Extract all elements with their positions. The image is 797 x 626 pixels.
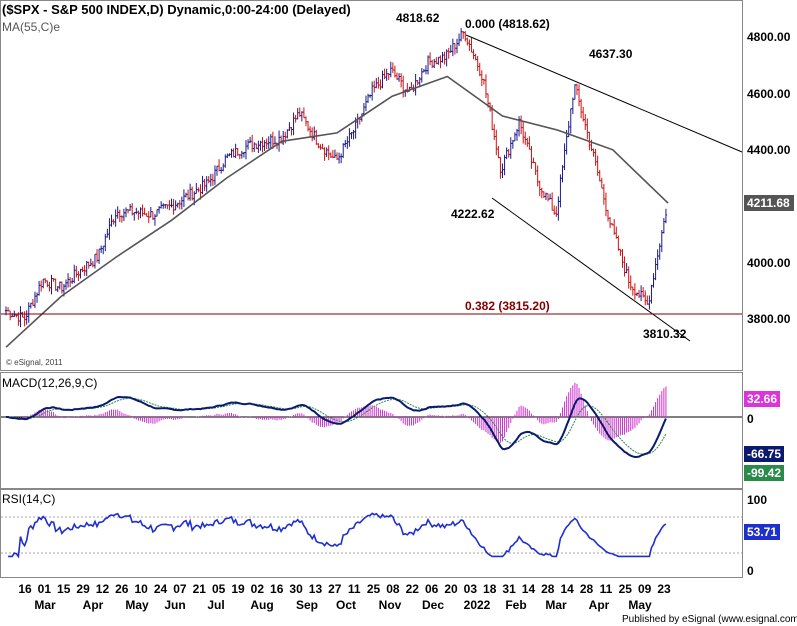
- day-tick: 31: [502, 582, 516, 596]
- annotation-recent-low: 3810.32: [643, 327, 687, 341]
- price-tick-4000: 4000.00: [747, 256, 791, 270]
- day-tick: 30: [289, 582, 303, 596]
- month-tick: May: [125, 598, 149, 612]
- month-tick: Jun: [164, 598, 185, 612]
- month-tick: Feb: [505, 598, 526, 612]
- day-tick: 23: [657, 582, 671, 596]
- day-tick: 14: [522, 582, 536, 596]
- annotation-fib0: 0.000 (4818.62): [465, 17, 550, 31]
- day-tick: 03: [464, 582, 478, 596]
- watermark: © eSignal, 2011: [6, 358, 63, 367]
- month-tick: Dec: [422, 598, 444, 612]
- price-bar: [664, 208, 668, 224]
- day-tick: 28: [580, 582, 594, 596]
- upper-trendline: [465, 34, 743, 153]
- day-tick: 14: [561, 582, 575, 596]
- time-axis-days: 16 01 15 29 12 26 10 24 07 21 05 19 02 16 30 13 27 11 25 08…: [18, 582, 671, 596]
- month-tick: Jul: [207, 598, 224, 612]
- macd-line: [6, 395, 667, 459]
- day-tick: 06: [425, 582, 439, 596]
- moving-average-line: [5, 75, 669, 348]
- day-tick: 24: [154, 582, 168, 596]
- rsi-tick-0: 0: [747, 564, 754, 578]
- annotation-fib382: 0.382 (3815.20): [465, 299, 550, 313]
- day-tick: 16: [270, 582, 284, 596]
- time-axis-months: Mar Apr May Jun Jul Aug Sep Oct Nov Dec 2022 Feb Mar…: [34, 598, 652, 612]
- annotation-swing-low: 4222.62: [451, 207, 495, 221]
- lower-trendline: [491, 197, 691, 342]
- macd-zero-tick: 0: [747, 412, 754, 426]
- macd-signal-value: -99.42: [747, 466, 781, 480]
- day-tick: 11: [600, 582, 613, 596]
- annotation-high: 4818.62: [396, 11, 440, 25]
- day-tick: 10: [135, 582, 149, 596]
- day-tick: 28: [541, 582, 555, 596]
- day-tick: 13: [309, 582, 323, 596]
- day-tick: 12: [96, 582, 110, 596]
- annotation-lower-high: 4637.30: [589, 47, 633, 61]
- day-tick: 27: [328, 582, 342, 596]
- price-tick-4400: 4400.00: [747, 143, 791, 157]
- rsi-pane: [0, 489, 743, 578]
- month-tick: 2022: [464, 598, 491, 612]
- rsi-line: [8, 512, 667, 559]
- current-price-box: [744, 195, 794, 211]
- day-tick: 07: [173, 582, 187, 596]
- price-tick-3800: 3800.00: [747, 312, 791, 326]
- day-tick: 19: [231, 582, 245, 596]
- day-tick: 21: [193, 582, 207, 596]
- rsi-value: 53.71: [747, 525, 777, 539]
- macd-line-value-box: [744, 446, 784, 462]
- month-tick: Apr: [589, 598, 610, 612]
- day-tick: 22: [406, 582, 420, 596]
- month-tick: Mar: [34, 598, 56, 612]
- macd-hist-value-box: [744, 391, 780, 407]
- macd-label: MACD(12,26,9,C): [2, 376, 97, 390]
- rsi-tick-100: 100: [747, 493, 767, 507]
- month-tick: May: [628, 598, 652, 612]
- month-tick: Apr: [83, 598, 104, 612]
- macd-signal-value-box: [744, 465, 784, 481]
- day-tick: 25: [619, 582, 633, 596]
- price-tick-4600: 4600.00: [747, 87, 791, 101]
- day-tick: 26: [115, 582, 129, 596]
- month-tick: Oct: [336, 598, 356, 612]
- ma-label: MA(55,C)e: [2, 20, 60, 34]
- footer-credit: Published by eSignal (www.esignal.com): [622, 614, 797, 625]
- current-price-label: 4211.68: [747, 196, 790, 210]
- day-tick: 08: [386, 582, 400, 596]
- day-tick: 09: [638, 582, 652, 596]
- rsi-value-box: [744, 524, 780, 540]
- price-pane: [0, 0, 743, 371]
- day-tick: 11: [348, 582, 361, 596]
- macd-line-value: -66.75: [747, 447, 781, 461]
- chart-title: ($SPX - S&P 500 INDEX,D) Dynamic,0:00-24…: [2, 2, 351, 17]
- day-tick: 20: [444, 582, 458, 596]
- day-tick: 29: [76, 582, 90, 596]
- macd-histogram: [7, 382, 667, 443]
- day-tick: 18: [483, 582, 497, 596]
- price-tick-4800: 4800.00: [747, 30, 791, 44]
- month-tick: Mar: [545, 598, 567, 612]
- day-tick: 05: [212, 582, 226, 596]
- day-tick: 02: [251, 582, 265, 596]
- month-tick: Sep: [296, 598, 318, 612]
- day-tick: 15: [57, 582, 71, 596]
- price-axis: 4800.00 4600.00 4400.00 4000.00 3800.00 …: [744, 30, 794, 326]
- month-tick: Nov: [379, 598, 402, 612]
- day-tick: 16: [18, 582, 32, 596]
- macd-signal-line: [6, 397, 667, 455]
- month-tick: Aug: [250, 598, 273, 612]
- macd-hist-value: 32.66: [747, 392, 777, 406]
- rsi-label: RSI(14,C): [2, 492, 55, 506]
- day-tick: 01: [38, 582, 52, 596]
- day-tick: 25: [367, 582, 381, 596]
